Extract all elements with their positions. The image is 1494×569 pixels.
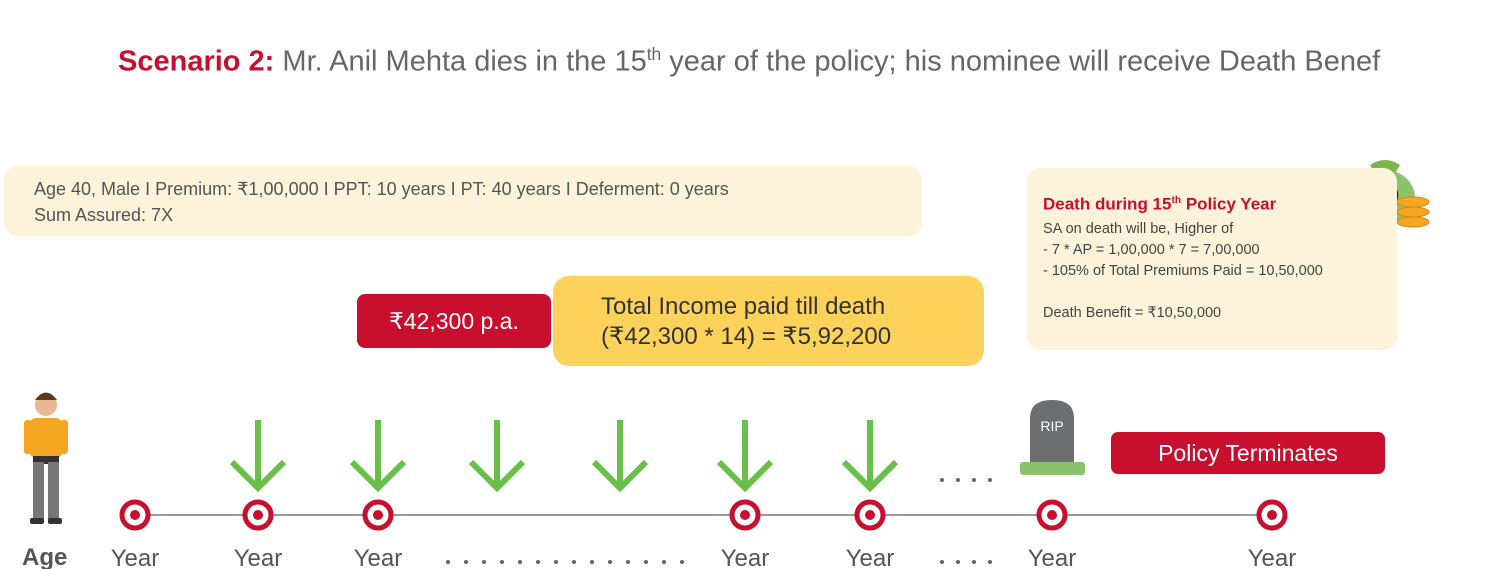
payout-arrows bbox=[229, 420, 899, 493]
year-label: Year bbox=[1027, 545, 1077, 569]
year-label: Year bbox=[110, 545, 160, 569]
policy-terminates-badge: Policy Terminates bbox=[1111, 432, 1385, 474]
year-label: Year bbox=[233, 545, 283, 569]
policy-info: Age 40, Male I Premium: ₹1,00,000 I PPT:… bbox=[4, 166, 922, 236]
income-total-box: Total Income paid till death (₹42,300 * … bbox=[553, 276, 984, 366]
scenario-title: Scenario 2: Mr. Anil Mehta dies in the 1… bbox=[118, 44, 1381, 78]
death-line: - 105% of Total Premiums Paid = 10,50,00… bbox=[1043, 262, 1323, 279]
income-line: (₹42,300 * 14) = ₹5,92,200 bbox=[601, 323, 892, 350]
timeline-nodes bbox=[119, 499, 1288, 531]
info-line: Age 40, Male I Premium: ₹1,00,000 I PPT:… bbox=[34, 179, 729, 199]
year-label: Year bbox=[1247, 545, 1297, 569]
age-label: Age bbox=[22, 544, 68, 569]
info-line: Sum Assured: 7X bbox=[34, 205, 174, 225]
tombstone-icon bbox=[1020, 400, 1085, 475]
year-label: Year bbox=[353, 545, 403, 569]
tombstone-text: RIP bbox=[1040, 418, 1064, 434]
person-icon bbox=[24, 392, 68, 524]
income-rate-badge: ₹42,300 p.a. bbox=[357, 294, 551, 348]
year-label: Year bbox=[845, 545, 895, 569]
ellipsis-dots bbox=[446, 478, 992, 564]
death-line: SA on death will be, Higher of bbox=[1043, 220, 1234, 237]
death-title: Death during 15th Policy Year bbox=[1043, 194, 1277, 214]
death-line: Death Benefit = ₹10,50,000 bbox=[1043, 304, 1222, 321]
death-benefit-box: Death during 15th Policy Year SA on deat… bbox=[1027, 168, 1397, 350]
death-line: - 7 * AP = 1,00,000 * 7 = 7,00,000 bbox=[1043, 241, 1260, 258]
year-label: Year bbox=[720, 545, 770, 569]
income-line: Total Income paid till death bbox=[601, 293, 886, 320]
